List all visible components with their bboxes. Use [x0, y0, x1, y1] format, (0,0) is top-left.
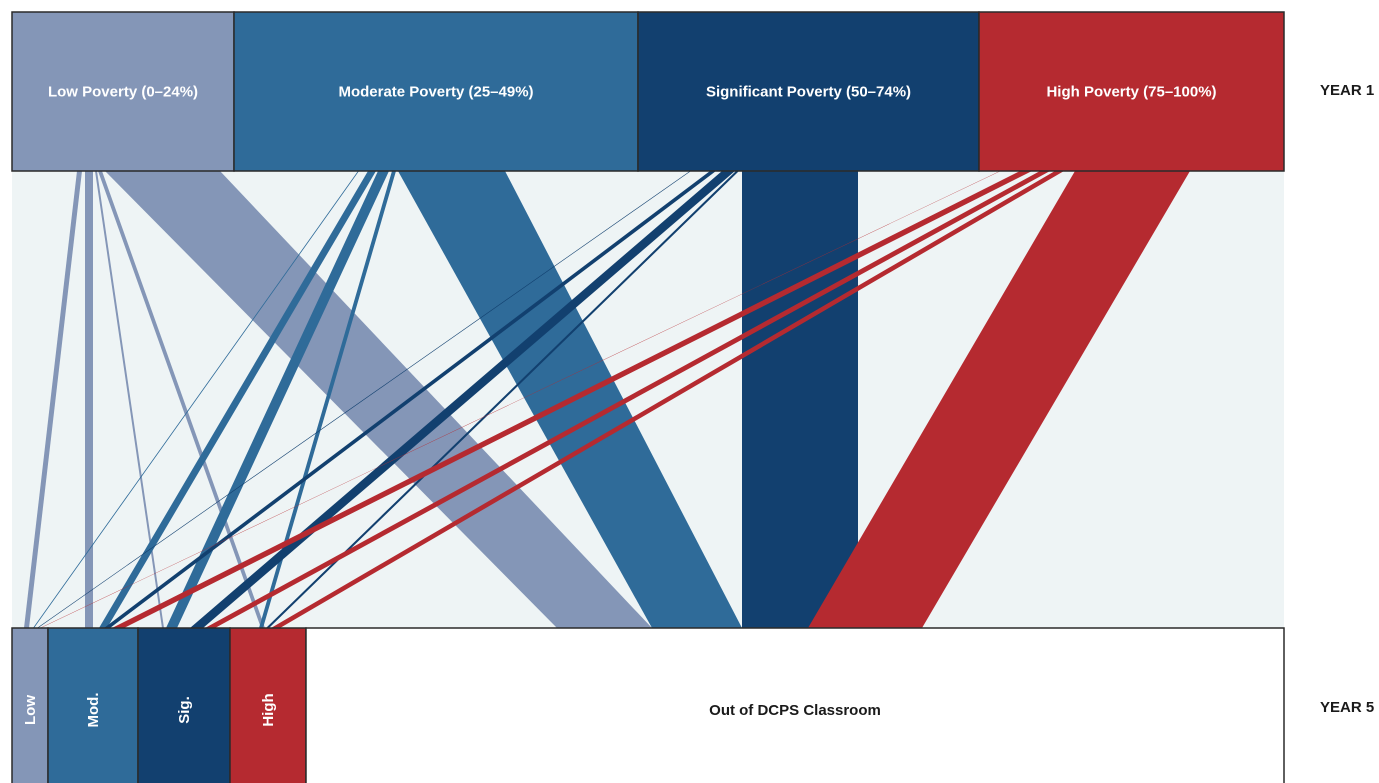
- year5-node-high: High: [229, 627, 307, 783]
- flow-low-to-out: [105, 171, 652, 628]
- flow-low-to-low: [24, 171, 82, 628]
- flow-mod-to-high: [259, 171, 396, 628]
- flow-sig-to-sig: [190, 171, 735, 628]
- year5-node-out-box: [305, 627, 1285, 783]
- year1-node-low: Low Poverty (0–24%): [11, 11, 235, 172]
- year5-node-sig-box: [137, 627, 231, 783]
- year5-node-low-label: Low: [22, 695, 39, 725]
- flow-mod-to-mod: [99, 171, 376, 628]
- flow-low-to-sig: [95, 171, 164, 628]
- flow-high-to-sig: [205, 171, 1050, 628]
- year5-node-mod: Mod.: [47, 627, 139, 783]
- year5-node-sig: Sig.: [137, 627, 231, 783]
- flow-sig-to-high: [266, 171, 739, 628]
- year1-node-mod: Moderate Poverty (25–49%): [233, 11, 639, 172]
- year1-node-mod-label: Moderate Poverty (25–49%): [338, 84, 533, 101]
- year5-node-high-label: High: [260, 693, 277, 726]
- year1-node-sig-box: [637, 11, 980, 172]
- flow-mod-to-sig: [166, 171, 389, 628]
- year5-node-sig-label: Sig.: [176, 696, 193, 724]
- year5-row-label: YEAR 5: [1320, 699, 1375, 716]
- flow-high-to-low: [40, 171, 1001, 628]
- year1-row-label: YEAR 1: [1320, 82, 1375, 99]
- flow-high-to-high: [271, 171, 1064, 628]
- year5-node-mod-label: Mod.: [85, 693, 102, 728]
- year1-node-high-label: High Poverty (75–100%): [1046, 84, 1216, 101]
- year5-node-mod-box: [47, 627, 139, 783]
- flow-sig-to-mod: [104, 171, 716, 628]
- flow-sig-to-low: [37, 171, 691, 628]
- year5-node-high-box: [229, 627, 307, 783]
- year5-node-low: Low: [11, 627, 49, 783]
- flow-low-to-mod: [85, 171, 93, 628]
- flow-mod-to-low: [33, 171, 359, 628]
- year5-node-out: Out of DCPS Classroom: [305, 627, 1285, 783]
- flow-high-to-mod: [112, 171, 1032, 628]
- year1-node-sig: Significant Poverty (50–74%): [637, 11, 980, 172]
- year1-node-low-box: [11, 11, 235, 172]
- flows-group: [24, 171, 1190, 628]
- year1-node-mod-box: [233, 11, 639, 172]
- year5-node-out-label: Out of DCPS Classroom: [709, 702, 881, 719]
- year1-node-high-box: [978, 11, 1285, 172]
- year1-node-sig-label: Significant Poverty (50–74%): [706, 84, 911, 101]
- flow-sig-to-out: [742, 171, 858, 628]
- flow-high-to-out: [808, 171, 1190, 628]
- year1-node-high: High Poverty (75–100%): [978, 11, 1285, 172]
- year1-node-low-label: Low Poverty (0–24%): [48, 84, 198, 101]
